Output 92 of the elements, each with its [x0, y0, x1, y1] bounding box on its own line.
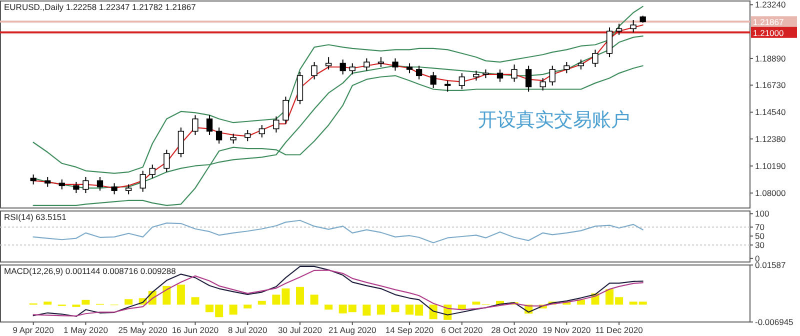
y-tick-label: 50 — [755, 231, 765, 242]
candlestick — [149, 164, 156, 179]
candlestick — [96, 176, 104, 192]
chart-title: MACD(12,26,9) 0.001144 0.008716 0.009288 — [4, 266, 176, 276]
candlestick — [192, 114, 198, 136]
bar — [229, 304, 238, 315]
candlestick — [630, 20, 636, 33]
candlestick — [564, 62, 570, 74]
x-tick-label: 1 May 2020 — [64, 325, 108, 335]
bar — [362, 304, 371, 316]
candlestick — [526, 65, 532, 92]
ref-line-label: 1.21000 — [753, 28, 784, 38]
y-tick-label: 30 — [755, 240, 765, 250]
candlestick — [230, 133, 236, 144]
y-tick-label: 1.23240 — [755, 0, 786, 10]
candlestick — [496, 68, 504, 82]
bar — [44, 302, 52, 305]
candlestick — [340, 59, 346, 75]
x-tick-label: 9 Apr 2020 — [12, 325, 54, 335]
candlestick — [549, 65, 556, 86]
bar — [310, 294, 318, 305]
x-tick-label: 8 Jul 2020 — [228, 325, 268, 335]
bar — [244, 304, 252, 308]
x-tick-label: 25 May 2020 — [118, 325, 168, 335]
candlestick — [206, 114, 213, 136]
y-tick-label: -0.006945 — [755, 317, 794, 327]
candlestick — [458, 72, 465, 90]
chart-title: RSI(14) 63.5151 — [4, 212, 67, 222]
candlestick — [58, 178, 65, 190]
candlestick — [82, 176, 89, 194]
candlestick — [258, 124, 265, 138]
bar — [296, 286, 304, 305]
bar — [191, 297, 200, 305]
y-tick-label: 70 — [755, 222, 765, 232]
candlestick — [178, 127, 184, 158]
candlestick — [311, 62, 318, 80]
candlestick — [444, 80, 451, 92]
candlestick — [540, 78, 546, 91]
y-tick-label: 1.10190 — [755, 160, 786, 171]
candlestick — [473, 70, 480, 82]
line-series — [32, 220, 644, 244]
candlestick — [592, 49, 598, 68]
candlestick — [244, 130, 251, 142]
y-tick-label: 1.08000 — [755, 188, 786, 198]
candlestick — [73, 181, 80, 194]
x-tick-label: 14 Sep 2020 — [385, 325, 434, 335]
candlestick — [216, 127, 222, 144]
candlestick — [406, 62, 413, 74]
y-tick-label: 1.16730 — [755, 80, 786, 90]
bar — [124, 299, 133, 305]
candlestick — [511, 64, 518, 82]
y-tick-label: 1.12380 — [755, 134, 786, 144]
bar — [82, 300, 90, 305]
bar — [458, 304, 466, 310]
candlestick — [140, 170, 146, 192]
candlestick — [416, 65, 422, 80]
x-tick-label: 30 Jul 2020 — [278, 325, 322, 335]
bar — [391, 304, 400, 312]
x-tick-label: 11 Dec 2020 — [595, 325, 644, 335]
candlestick — [378, 56, 384, 68]
annotation: 开设真实交易账户 — [478, 109, 630, 131]
candlestick — [30, 174, 36, 185]
bar — [258, 300, 266, 305]
x-tick-label: 19 Nov 2020 — [542, 325, 592, 335]
x-tick-label: 16 Jun 2020 — [172, 325, 219, 335]
x-tick-label: 21 Aug 2020 — [328, 325, 377, 335]
candlestick — [616, 23, 622, 36]
candlestick — [349, 62, 356, 75]
bar — [176, 284, 185, 305]
candlestick — [282, 96, 289, 124]
candlestick — [126, 184, 132, 195]
bar — [376, 304, 385, 315]
chart-title: EURUSD.,Daily 1.22258 1.22347 1.21782 1.21867 — [4, 2, 196, 12]
candlestick — [164, 149, 170, 173]
bar — [324, 304, 333, 310]
x-tick-label: 6 Oct 2020 — [441, 325, 483, 335]
y-tick-label: 1.14540 — [755, 107, 786, 118]
x-tick-label: 28 Oct 2020 — [491, 325, 538, 335]
candlestick — [364, 58, 370, 72]
candlestick — [392, 58, 398, 72]
candlestick — [578, 59, 584, 70]
candlestick — [273, 116, 280, 133]
candlestick — [430, 71, 436, 88]
ref-line-label: 1.21867 — [753, 17, 784, 28]
y-tick-label: 100 — [755, 208, 770, 219]
y-tick-label: 1.18890 — [755, 53, 786, 64]
candlestick — [44, 176, 51, 188]
bar — [429, 304, 438, 320]
candlestick — [111, 182, 118, 195]
candlestick — [606, 26, 613, 58]
candlestick — [326, 56, 332, 70]
bar — [162, 286, 171, 305]
